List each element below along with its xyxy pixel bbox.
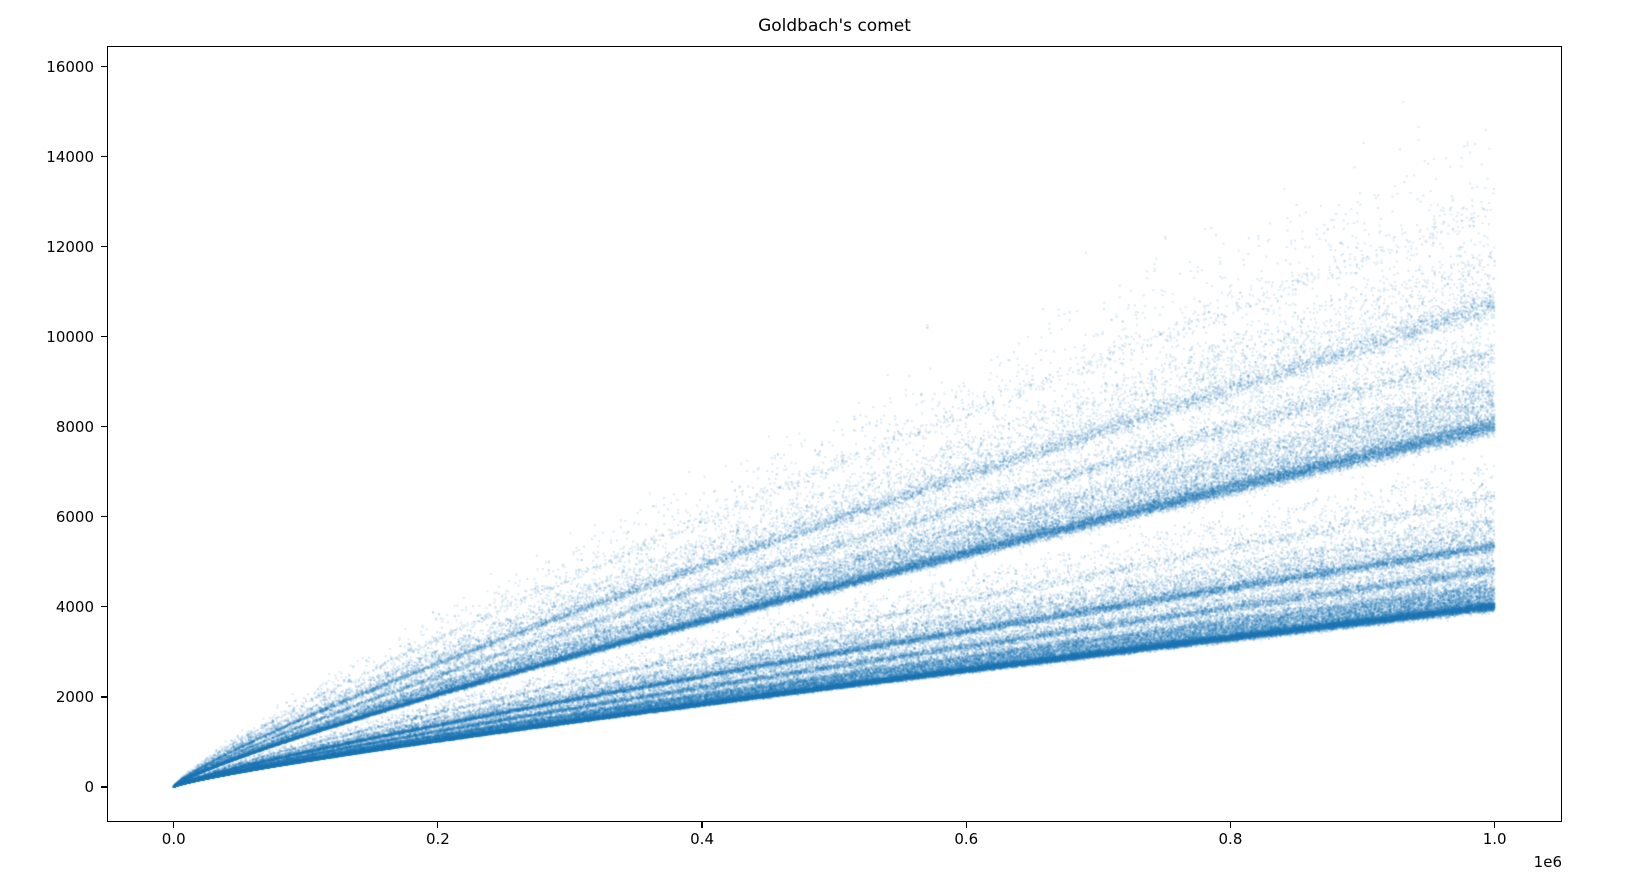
y-tick-mark [101,606,107,608]
x-tick-label: 0.0 [161,830,186,848]
y-tick-label: 0 [84,777,94,796]
y-tick-label: 14000 [46,147,94,166]
x-tick-label: 0.6 [954,830,979,848]
y-tick-mark [101,66,107,68]
x-tick-mark [173,822,175,828]
x-axis-offset-label: 1e6 [1533,853,1562,871]
y-tick-label: 4000 [55,597,94,616]
y-tick-mark [101,696,107,698]
x-tick-label: 0.8 [1218,830,1243,848]
x-tick-mark [965,822,967,828]
x-tick-mark [437,822,439,828]
x-tick-mark [701,822,703,828]
y-tick-label: 12000 [46,237,94,256]
y-tick-mark [101,786,107,788]
y-tick-mark [101,336,107,338]
x-tick-label: 0.4 [690,830,714,848]
y-tick-label: 16000 [46,57,94,76]
x-tick-mark [1494,822,1496,828]
x-tick-label: 1.0 [1482,830,1507,848]
y-tick-mark [101,516,107,518]
y-tick-mark [101,426,107,428]
y-tick-label: 2000 [55,687,94,706]
y-tick-mark [101,246,107,248]
x-tick-label: 0.2 [425,830,450,848]
x-tick-mark [1229,822,1232,828]
y-tick-mark [101,156,107,158]
y-tick-label: 10000 [46,327,94,346]
y-tick-label: 6000 [55,507,94,526]
y-tick-label: 8000 [55,417,94,436]
